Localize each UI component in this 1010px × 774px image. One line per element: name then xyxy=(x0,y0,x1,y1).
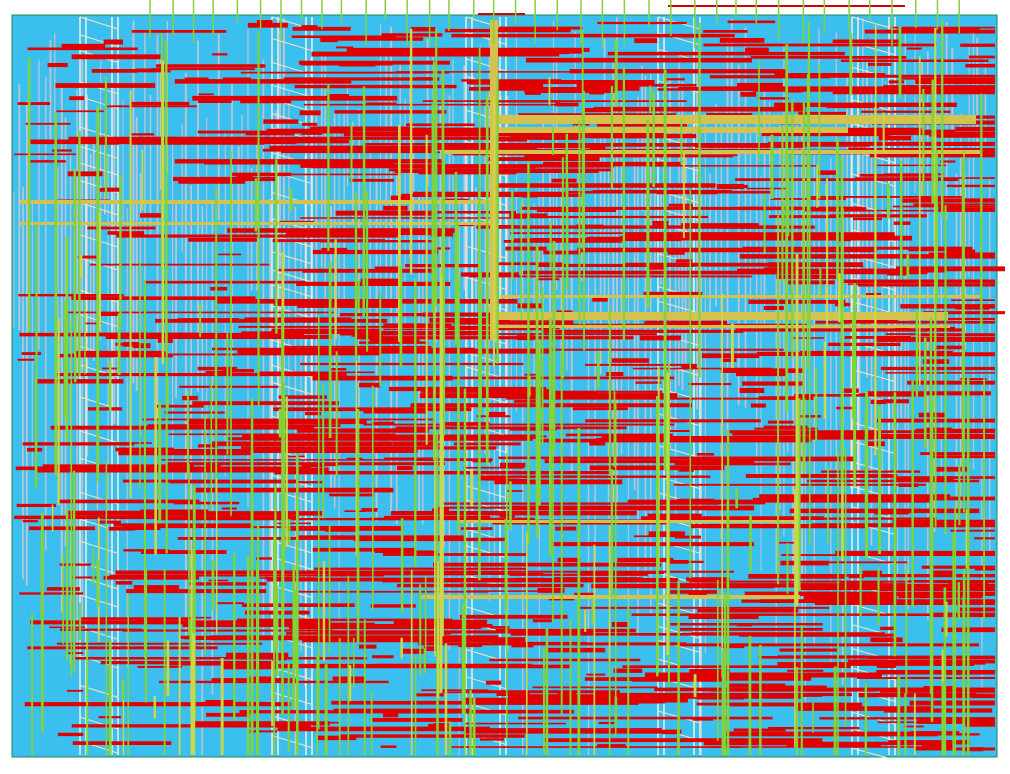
strap-via xyxy=(465,676,507,690)
strap-via xyxy=(79,16,119,30)
bus xyxy=(498,127,848,133)
bus xyxy=(490,312,948,320)
pins xyxy=(149,0,960,48)
strap-via xyxy=(271,735,313,749)
metal-vertical xyxy=(28,19,986,755)
strap-via xyxy=(271,585,313,598)
bus xyxy=(500,295,980,298)
strap-via xyxy=(271,381,313,395)
bus xyxy=(498,115,976,124)
strap-via xyxy=(657,572,701,586)
strap-via xyxy=(271,691,313,705)
strap-via xyxy=(271,284,313,298)
strap-via xyxy=(271,540,313,554)
strap-via xyxy=(657,476,701,490)
strap-via xyxy=(851,16,896,30)
bus xyxy=(460,520,800,523)
strap-via xyxy=(271,556,313,570)
bus xyxy=(440,150,980,154)
strap-via xyxy=(271,269,313,283)
strap-via xyxy=(271,38,313,52)
strap-via xyxy=(79,34,119,48)
strap-via xyxy=(851,301,896,315)
strap-via xyxy=(851,747,896,761)
bus xyxy=(490,325,950,328)
strap-via xyxy=(465,58,507,72)
strap-via xyxy=(851,369,896,382)
strap-via xyxy=(851,440,896,454)
strap-via xyxy=(271,84,313,98)
strap-via xyxy=(271,667,313,681)
strap-via xyxy=(271,251,313,265)
